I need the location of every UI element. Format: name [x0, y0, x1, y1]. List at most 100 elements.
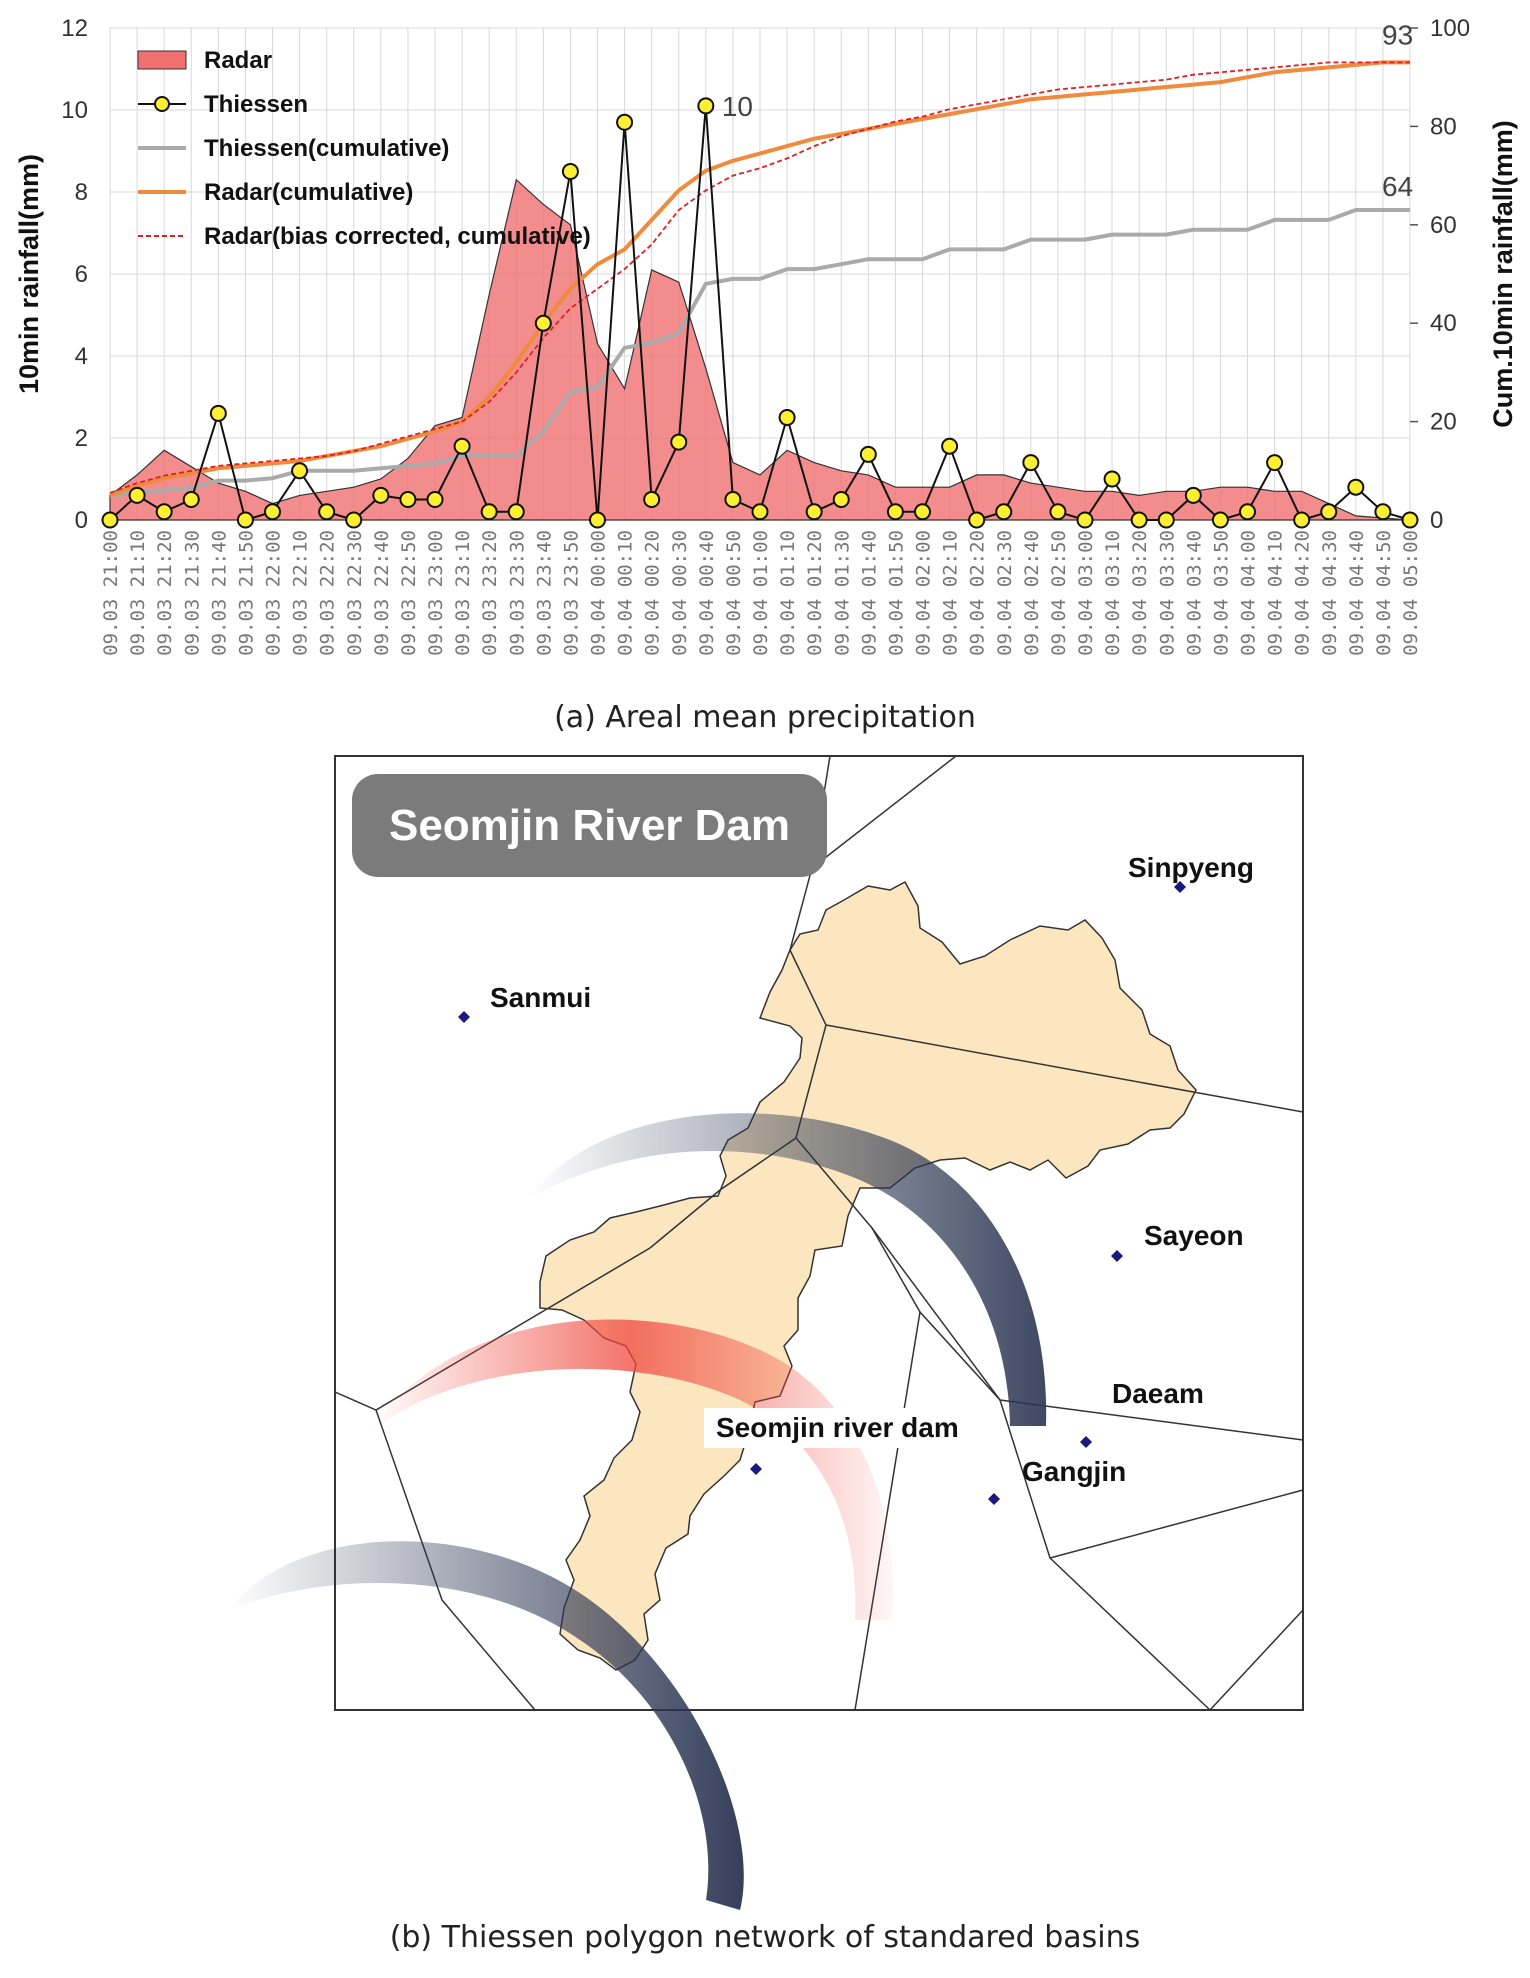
- x-tick-label: 09.04 04:30: [1319, 530, 1341, 656]
- x-tick-label: 09.03 21:20: [154, 530, 176, 656]
- x-tick-label: 09.03 21:30: [181, 530, 203, 656]
- x-tick-label: 09.04 00:00: [588, 530, 610, 656]
- data-point-thiessen: [182, 491, 200, 508]
- data-point-thiessen: [345, 511, 363, 529]
- data-point-thiessen: [968, 511, 986, 529]
- data-point-thiessen: [291, 462, 309, 480]
- data-point-thiessen: [724, 491, 742, 508]
- data-point-thiessen: [914, 503, 931, 521]
- y-right-tick-label: 20: [1430, 409, 1457, 436]
- station-marker-sayeon: [1108, 1247, 1126, 1265]
- x-tick-label: 09.04 03:20: [1129, 530, 1151, 656]
- station-marker-gangjin: [985, 1490, 1003, 1508]
- station-markers: [455, 878, 1189, 1508]
- data-point-thiessen: [1130, 511, 1148, 529]
- data-point-thiessen: [534, 314, 552, 332]
- map-caption: (b) Thiessen polygon network of standare…: [389, 1920, 1141, 1955]
- x-tick-label: 09.04 02:30: [994, 530, 1016, 656]
- x-tick-label: 09.04 01:00: [750, 530, 772, 656]
- data-point-thiessen: [128, 486, 146, 504]
- y-axis-label-left: 10min rainfall(mm): [14, 154, 44, 394]
- basin-area: [539, 880, 1197, 1671]
- station-marker-sinpyeng: [1171, 878, 1189, 896]
- data-point-thiessen: [480, 503, 498, 521]
- data-point-thiessen: [1022, 454, 1040, 472]
- data-point-thiessen: [372, 486, 390, 504]
- data-point-thiessen: [1211, 511, 1229, 529]
- data-point-thiessen: [1266, 454, 1284, 472]
- data-point-thiessen: [155, 503, 173, 521]
- chart-legend: Radar Thiessen Thiessen(cumulative) Radar(c…: [137, 47, 591, 250]
- x-tick-label: 09.04 01:10: [777, 530, 799, 656]
- data-point-thiessen: [886, 503, 904, 521]
- x-tick-label: 09.04 05:00: [1400, 530, 1422, 656]
- x-tick-label: 09.04 01:20: [804, 530, 826, 656]
- data-point-thiessen: [507, 503, 525, 521]
- x-tick-label: 09.04 01:30: [831, 530, 853, 656]
- annotation-label: 10: [722, 91, 753, 122]
- x-tick-label: 09.03 21:40: [208, 530, 230, 656]
- data-point-thiessen: [1103, 470, 1121, 488]
- data-point-thiessen: [561, 163, 579, 180]
- x-tick-label: 09.03 23:10: [452, 530, 474, 656]
- series-line-radar-bias-corrected: [109, 61, 1410, 494]
- legend-label: Radar(bias corrected, cumulative): [204, 223, 591, 250]
- data-point-thiessen: [399, 491, 417, 508]
- x-tick-label: 09.03 22:10: [290, 530, 312, 656]
- x-tick-label: 09.03 21:10: [127, 530, 149, 656]
- y-left-tick-label: 12: [61, 15, 88, 42]
- legend-swatch-thiessen-marker: [154, 96, 170, 112]
- x-tick-label: 09.04 02:20: [967, 530, 989, 656]
- x-tick-label: 09.03 21:50: [235, 530, 257, 656]
- data-point-thiessen: [209, 404, 227, 422]
- data-point-thiessen: [778, 409, 796, 426]
- storm-band-dark-lower: [228, 1541, 744, 1910]
- series-area-radar: [109, 178, 1411, 521]
- x-tick-label: 09.04 00:10: [615, 530, 637, 656]
- data-point-thiessen: [1184, 486, 1202, 504]
- x-tick-label: 09.03 22:40: [371, 530, 393, 656]
- y-right-tick-label: 80: [1430, 113, 1457, 140]
- storm-band-red: [370, 1319, 893, 1620]
- y-left-tick-label: 2: [75, 425, 88, 452]
- data-point-thiessen: [589, 511, 606, 529]
- x-tick-label: 09.04 01:40: [858, 530, 880, 656]
- y-right-tick-label: 60: [1430, 212, 1457, 239]
- annotation-label: 64: [1382, 171, 1413, 202]
- x-tick-label: 09.04 02:40: [1021, 530, 1043, 656]
- x-tick-label: 09.04 03:30: [1156, 530, 1178, 656]
- x-tick-label: 09.03 23:00: [425, 530, 447, 656]
- data-point-thiessen: [1239, 503, 1256, 521]
- x-tick-label: 09.04 00:20: [642, 530, 664, 656]
- areal-precipitation-chart: 0 2 4 6 8 10 12 0 20 40 60 80 100 10min rainfall(mm) C…: [0, 0, 1530, 700]
- storm-band-dark-upper: [528, 1113, 1047, 1426]
- map-title: Seomjin River Dam: [352, 774, 827, 877]
- station-label-sayeon: Sayeon: [1144, 1220, 1244, 1251]
- y-left-tick-label: 8: [75, 179, 88, 206]
- x-tick-label: 09.03 22:50: [398, 530, 420, 656]
- x-tick-label: 09.04 04:10: [1265, 530, 1287, 656]
- station-label-sanmui: Sanmui: [490, 982, 592, 1013]
- y-axis-label-right: Cum.10min rainfall(mm): [1488, 120, 1518, 428]
- station-label-daeam: Daeam: [1112, 1378, 1204, 1409]
- data-point-thiessen: [1049, 503, 1067, 521]
- thiessen-map: Seomjin River Dam Sinpyeng Sanmui Sayeon…: [0, 750, 1530, 1950]
- data-point-thiessen: [264, 503, 281, 521]
- x-tick-label: 09.04 02:00: [913, 530, 935, 656]
- data-point-thiessen: [1076, 511, 1094, 529]
- data-point-thiessen: [1320, 503, 1338, 521]
- x-tick-label: 09.04 01:50: [885, 530, 907, 656]
- x-tick-label: 09.03 21:00: [100, 530, 122, 656]
- data-point-thiessen: [1401, 511, 1419, 529]
- x-tick-label: 09.03 23:30: [506, 530, 528, 656]
- legend-label: Radar: [204, 47, 272, 74]
- y-right-tick-label: 0: [1430, 507, 1443, 534]
- x-tick-label: 09.04 04:00: [1238, 530, 1260, 656]
- legend-label: Thiessen(cumulative): [204, 135, 449, 162]
- x-tick-label: 09.03 23:20: [479, 530, 501, 656]
- map-canvas: [228, 755, 1304, 1910]
- station-marker-sanmui: [455, 1008, 473, 1026]
- data-point-thiessen: [941, 437, 959, 455]
- y-left-tick-label: 10: [61, 97, 88, 124]
- data-point-thiessen: [697, 97, 715, 115]
